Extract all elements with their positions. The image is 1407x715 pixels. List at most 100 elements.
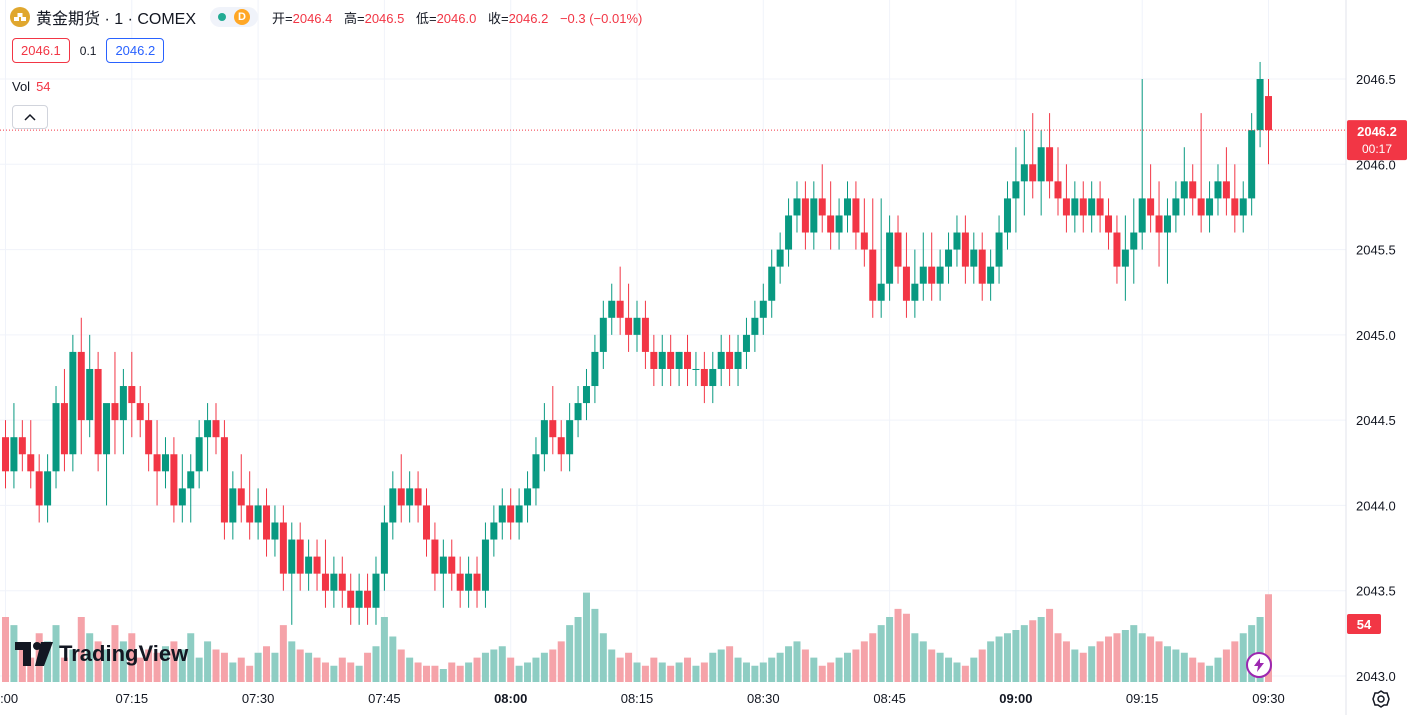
candle-body: [608, 300, 616, 318]
volume-bar: [902, 613, 910, 682]
candle-body: [271, 522, 279, 540]
volume-bar: [170, 641, 178, 682]
market-status[interactable]: D: [210, 7, 259, 27]
candle-body: [27, 454, 35, 472]
volume-bar: [161, 646, 169, 682]
candle-body: [675, 351, 683, 369]
volume-bar: [928, 649, 936, 682]
chart-legend: 黄金期货 · 1 · COMEX D 开=2046.4 高=2046.5 低=2…: [10, 6, 650, 28]
volume-bar: [18, 649, 26, 682]
volume-bar: [961, 665, 969, 682]
candle-body: [77, 351, 85, 421]
quick-actions-button[interactable]: [1246, 652, 1272, 678]
lightning-icon: [1254, 658, 1264, 672]
candle-body: [844, 198, 851, 216]
low-label: 低=: [415, 10, 437, 26]
volume-bar: [397, 649, 405, 682]
volume-label[interactable]: Vol: [12, 79, 31, 94]
candle-body: [987, 266, 995, 284]
candle-body: [1163, 215, 1171, 233]
volume-bars: [2, 592, 1272, 682]
candle-body: [599, 317, 607, 352]
candle-body: [692, 368, 700, 370]
collapse-legend-button[interactable]: [12, 105, 48, 129]
volume-bar: [305, 652, 313, 682]
candle-body: [852, 198, 860, 233]
sell-price-button[interactable]: 2046.1: [12, 38, 70, 63]
candle-body: [498, 505, 506, 523]
volume-bar: [330, 665, 338, 682]
candle-body: [801, 198, 809, 233]
time-tick-label: 09:30: [1252, 691, 1285, 706]
volume-bar: [69, 649, 77, 682]
candle-body: [279, 522, 287, 574]
volume-bar: [347, 662, 355, 682]
candle-body: [641, 317, 649, 352]
volume-bar: [1222, 649, 1230, 682]
volume-bar: [717, 649, 725, 682]
time-tick-label: 09:00: [999, 691, 1032, 706]
candle-body: [1239, 198, 1247, 216]
volume-bar: [94, 641, 102, 682]
volume-bar: [987, 641, 995, 682]
volume-bar: [692, 665, 700, 682]
candle-body: [1147, 198, 1155, 216]
volume-bar: [540, 652, 548, 682]
volume-bar: [667, 665, 675, 682]
candle-body: [1105, 215, 1113, 233]
volume-bar: [970, 657, 978, 682]
volume-bar: [254, 652, 262, 682]
volume-bar: [288, 641, 296, 682]
candle-body: [978, 249, 986, 284]
last-volume-label: 54: [1357, 617, 1372, 632]
volume-bar: [237, 657, 245, 682]
volume-bar: [953, 662, 961, 682]
volume-bar: [1189, 657, 1197, 682]
time-tick-label: 08:45: [873, 691, 906, 706]
symbol-title[interactable]: 黄金期货 · 1 · COMEX: [36, 11, 197, 28]
volume-bar: [633, 662, 641, 682]
volume-bar: [153, 652, 161, 682]
tradingview-logo[interactable]: TradingView: [15, 641, 188, 667]
grid-lines: [0, 0, 1346, 682]
volume-bar: [52, 625, 60, 682]
high-value: 2046.5: [364, 10, 405, 26]
candle-body: [380, 522, 388, 574]
volume-bar: [498, 646, 506, 682]
price-axis[interactable]: 2043.0 2043.5 2044.0 2044.5 2045.0 2045.5 2046…: [1345, 0, 1396, 715]
volume-bar: [734, 657, 742, 682]
candle-body: [60, 403, 68, 455]
volume-bar: [1088, 646, 1096, 682]
volume-bar: [212, 649, 220, 682]
candle-body: [1138, 198, 1146, 233]
volume-bar: [187, 633, 195, 682]
volume-bar: [726, 646, 734, 682]
candle-body: [684, 351, 692, 369]
settings-button[interactable]: [1370, 688, 1392, 710]
bar-countdown-label: 00:17: [1362, 142, 1392, 156]
volume-legend: Vol 54: [12, 79, 51, 94]
time-tick-label: 07:30: [242, 691, 275, 706]
candle-body: [1062, 198, 1070, 216]
candle-body: [1265, 96, 1272, 131]
candle-body: [1037, 147, 1045, 182]
volume-bar: [625, 652, 633, 682]
high-label: 高=: [344, 10, 365, 26]
time-axis[interactable]: 7:00 07:15 07:30 07:45 08:00 08:15 08:30 08:45 0…: [0, 691, 1285, 706]
volume-bar: [465, 662, 473, 682]
candle-body: [119, 386, 127, 421]
volume-bar: [321, 662, 329, 682]
candle-body: [1088, 198, 1096, 216]
candle-body: [776, 249, 784, 267]
candle-body: [347, 590, 355, 608]
volume-bar: [549, 649, 557, 682]
volume-bar: [1054, 633, 1062, 682]
candle-body: [928, 266, 936, 284]
candle-body: [69, 351, 77, 455]
volume-bar: [338, 657, 346, 682]
volume-bar: [894, 608, 902, 682]
delayed-badge: D: [234, 9, 251, 25]
candle-body: [540, 420, 548, 455]
buy-price-button[interactable]: 2046.2: [106, 38, 165, 63]
